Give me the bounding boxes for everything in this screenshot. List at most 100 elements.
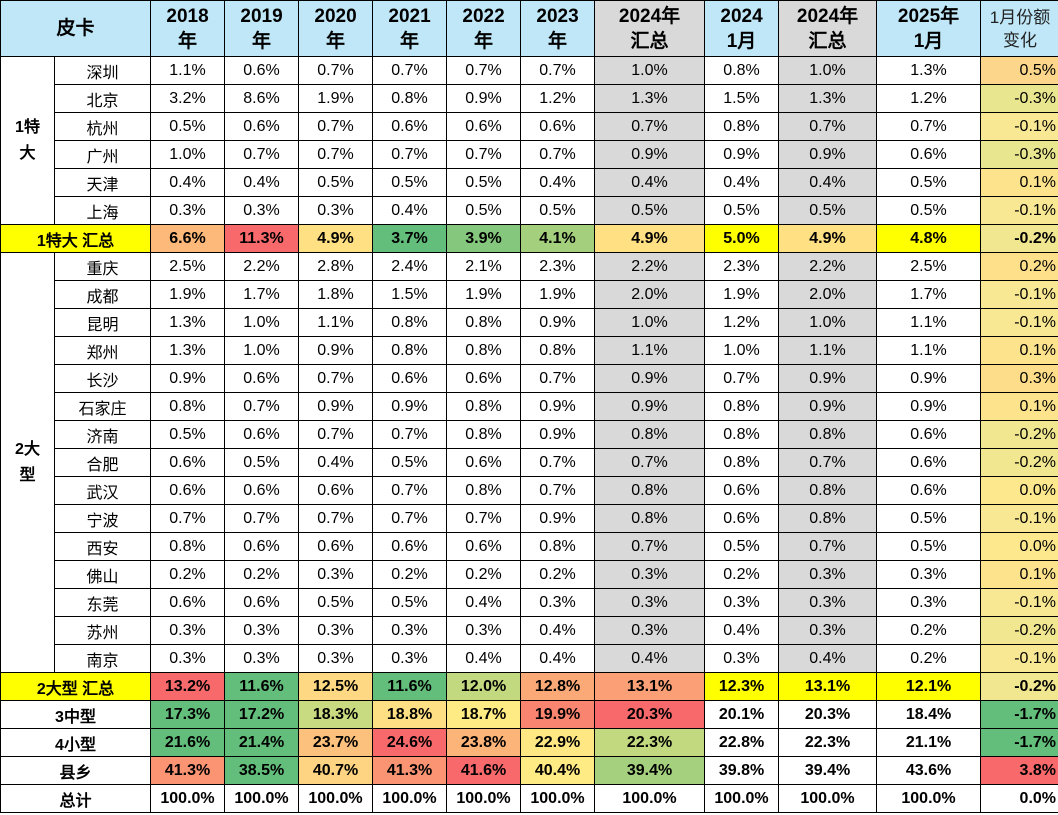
table-row: 南京 0.3% 0.3% 0.3% 0.3% 0.4% 0.4% 0.4% 0.3% 0.4% 0.… [1,644,1058,673]
value-cell: 0.9% [520,420,596,449]
value-cell: 0.5% [372,168,448,197]
value-cell: 0.9% [520,392,596,421]
col-header: 2018 年 [150,0,226,57]
change-cell: -1.7% [980,728,1058,757]
value-cell: 21.4% [224,728,300,757]
value-cell: 1.9% [520,280,596,309]
value-cell: 1.1% [876,308,982,337]
value-cell: 11.3% [224,224,300,253]
value-cell: 0.4% [446,644,522,673]
value-cell: 0.5% [876,168,982,197]
value-cell: 0.6% [224,476,300,505]
value-cell: 40.7% [298,756,374,785]
value-cell: 0.5% [298,588,374,617]
value-cell: 0.7% [704,364,780,393]
value-cell: 2.2% [224,252,300,281]
city-cell: 西安 [53,532,152,561]
value-cell: 0.4% [520,616,596,645]
value-cell: 1.3% [876,56,982,85]
value-cell: 0.4% [298,448,374,477]
value-cell: 2.5% [150,252,226,281]
value-cell: 0.7% [298,56,374,85]
value-cell: 0.6% [372,532,448,561]
value-cell: 0.8% [520,336,596,365]
value-cell: 21.1% [876,728,982,757]
value-cell: 0.6% [224,112,300,141]
value-cell: 0.9% [594,140,706,169]
value-cell: 0.7% [224,504,300,533]
summary-row: 总计 100.0% 100.0% 100.0% 100.0% 100.0% 100.0% 10… [0,784,1058,813]
value-cell: 4.8% [876,224,982,253]
value-cell: 0.6% [298,532,374,561]
change-cell: -1.7% [980,700,1058,729]
col-header: 2024 1月 [704,0,780,57]
value-cell: 22.9% [520,728,596,757]
value-cell: 1.1% [594,336,706,365]
city-cell: 成都 [53,280,152,309]
value-cell: 0.6% [224,532,300,561]
summary-label: 总计 [0,784,152,813]
city-cell: 天津 [53,168,152,197]
change-cell: -0.2% [980,224,1058,253]
value-cell: 2.3% [520,252,596,281]
value-cell: 0.5% [704,532,780,561]
value-cell: 0.2% [372,560,448,589]
value-cell: 23.8% [446,728,522,757]
value-cell: 0.7% [372,140,448,169]
table-row: 1特大深圳 1.1% 0.6% 0.7% 0.7% 0.7% 0.7% 1.0% 0.8% 1.0… [0,56,1058,225]
value-cell: 2.4% [372,252,448,281]
change-cell: -0.2% [980,448,1058,477]
summary-row: 1特大 汇总 6.6% 11.3% 4.9% 3.7% 3.9% 4.1% 4.9% 5.0% 4… [0,224,1058,253]
value-cell: 0.5% [876,196,982,225]
table-row: 广州 1.0% 0.7% 0.7% 0.7% 0.7% 0.7% 0.9% 0.9% 0.9% 0.… [1,140,1058,169]
value-cell: 0.2% [520,560,596,589]
value-cell: 0.4% [704,616,780,645]
table-row: 武汉 0.6% 0.6% 0.6% 0.7% 0.8% 0.7% 0.8% 0.6% 0.8% 0.… [1,476,1058,505]
value-cell: 0.3% [520,588,596,617]
value-cell: 0.9% [372,392,448,421]
value-cell: 0.3% [594,560,706,589]
value-cell: 1.9% [704,280,780,309]
value-cell: 18.8% [372,700,448,729]
value-cell: 1.9% [150,280,226,309]
value-cell: 1.0% [778,308,878,337]
change-cell: -0.1% [980,644,1058,673]
value-cell: 11.6% [224,672,300,701]
table-row: 2大型重庆 2.5% 2.2% 2.8% 2.4% 2.1% 2.3% 2.2% 2.3% 2.2… [0,252,1058,673]
value-cell: 0.7% [446,504,522,533]
value-cell: 0.9% [298,336,374,365]
value-cell: 0.6% [372,364,448,393]
value-cell: 0.7% [876,112,982,141]
change-cell: 0.3% [980,364,1058,393]
value-cell: 0.5% [876,532,982,561]
value-cell: 0.5% [372,448,448,477]
table-row: 天津 0.4% 0.4% 0.5% 0.5% 0.5% 0.4% 0.4% 0.4% 0.4% 0.… [1,168,1058,197]
table-row: 西安 0.8% 0.6% 0.6% 0.6% 0.6% 0.8% 0.7% 0.5% 0.7% 0.… [1,532,1058,561]
value-cell: 0.8% [446,336,522,365]
value-cell: 0.3% [298,616,374,645]
change-cell: 0.0% [980,476,1058,505]
value-cell: 0.2% [876,644,982,673]
col-header: 2019 年 [224,0,300,57]
value-cell: 0.8% [446,308,522,337]
value-cell: 0.6% [876,420,982,449]
value-cell: 0.7% [372,504,448,533]
summary-row: 县乡 41.3% 38.5% 40.7% 41.3% 41.6% 40.4% 39.4% 39.… [0,756,1058,785]
group-label-cell: 1特大 [0,56,55,225]
value-cell: 1.2% [704,308,780,337]
value-cell: 1.3% [594,84,706,113]
value-cell: 0.5% [446,168,522,197]
change-header: 1月份额 变化 [980,0,1058,57]
value-cell: 100.0% [594,784,706,813]
table-row: 济南 0.5% 0.6% 0.7% 0.7% 0.8% 0.9% 0.8% 0.8% 0.8% 0.… [1,420,1058,449]
change-cell: 0.1% [980,392,1058,421]
value-cell: 4.9% [298,224,374,253]
value-cell: 0.5% [876,504,982,533]
change-cell: 0.0% [980,532,1058,561]
value-cell: 1.7% [876,280,982,309]
value-cell: 0.8% [778,476,878,505]
value-cell: 1.9% [298,84,374,113]
value-cell: 0.6% [372,112,448,141]
value-cell: 0.8% [520,532,596,561]
value-cell: 0.8% [372,308,448,337]
